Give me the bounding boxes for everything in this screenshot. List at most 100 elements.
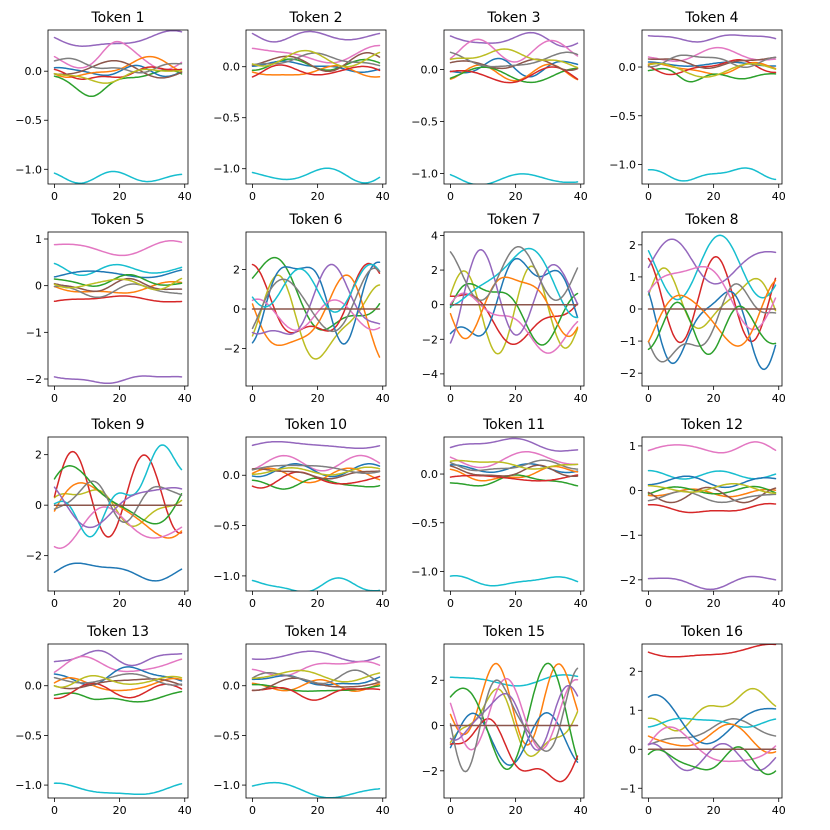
y-tick-label: −0.5 [15,729,42,742]
x-tick-label: 40 [772,597,786,610]
y-tick-label: 0 [233,303,240,316]
panel-title: Token 11 [482,417,545,433]
y-tick-label: −1.0 [15,779,42,792]
series-line-s6 [449,292,579,354]
series-line-s6 [647,265,777,331]
series-line-s4 [251,650,381,663]
x-tick-label: 20 [113,597,127,610]
series-line-s1 [647,279,777,347]
series-line-s8 [251,669,381,683]
y-tick-label: −1 [620,782,636,795]
x-tick-label: 40 [574,392,588,405]
axes-frame [443,643,585,799]
y-tick-label: 0.0 [223,680,241,693]
series-line-s2 [53,690,183,703]
series-line-s7 [53,283,183,299]
x-tick-label: 0 [51,392,58,405]
x-tick-label: 40 [376,190,390,203]
x-tick-label: 0 [645,597,652,610]
panel-1: Token 1 0 20 40 0.0 −0.5 −1.0 [15,10,191,203]
series-line-s1 [53,677,183,692]
y-tick-label: −2 [620,367,636,380]
x-tick-label: 20 [509,190,523,203]
series-line-s4 [251,263,381,335]
series-line-s1 [251,64,381,78]
series-line-s6 [251,298,381,332]
series-line-s4 [647,575,777,591]
x-tick-label: 40 [574,597,588,610]
y-tick-label: 2 [431,674,438,687]
panel-title: Token 5 [90,212,144,228]
series-line-s8 [53,277,183,291]
series-line-s7 [449,667,579,773]
x-tick-label: 0 [645,190,652,203]
axes-frame [245,29,387,185]
series-line-s6 [647,441,777,454]
series-line-s9 [647,234,777,301]
series-line-s0 [647,694,777,745]
y-tick-label: −1 [26,326,42,339]
series-line-s2 [53,273,183,287]
series-line-s0 [251,674,381,686]
x-tick-label: 20 [509,597,523,610]
y-tick-label: −0.5 [213,520,240,533]
panel-title: Token 15 [482,624,545,640]
series-line-s4 [53,649,183,667]
x-tick-label: 40 [376,392,390,405]
series-line-s2 [449,282,579,346]
x-tick-label: 0 [447,804,454,817]
y-tick-label: −0.5 [213,112,240,125]
panel-14: Token 14 0 20 40 0.0 −0.5 −1.0 [213,624,389,817]
series-line-s4 [251,30,381,43]
panel-title: Token 7 [486,212,540,228]
series-line-s3 [647,502,777,514]
x-tick-label: 20 [311,597,325,610]
series-line-s4 [53,30,183,47]
panel-5: Token 5 0 20 40 1 0 −1 −2 [26,212,192,405]
x-tick-label: 40 [574,190,588,203]
x-tick-label: 20 [311,190,325,203]
y-tick-label: 2 [35,449,42,462]
y-tick-label: 0.0 [223,469,241,482]
y-tick-label: 0 [431,299,438,312]
y-tick-label: −0.5 [15,114,42,127]
series-line-s6 [647,726,777,763]
axes-frame [47,231,189,387]
y-tick-label: −0.5 [411,116,438,129]
y-tick-label: −4 [422,368,438,381]
x-tick-label: 40 [772,190,786,203]
x-tick-label: 0 [51,804,58,817]
axes-frame [641,436,783,592]
x-tick-label: 0 [447,597,454,610]
series-line-s7 [449,245,579,302]
series-line-s6 [449,451,579,469]
series-line-s6 [251,44,381,64]
series-line-s6 [53,240,183,257]
series-line-s2 [647,67,777,83]
axes-frame [641,29,783,185]
series-line-s3 [647,256,777,344]
series-line-s9 [53,782,183,796]
series-line-s5 [53,678,183,690]
x-tick-label: 20 [509,804,523,817]
series-line-s0 [53,269,183,279]
y-tick-label: −0.5 [411,517,438,530]
series-line-s8 [449,459,579,470]
y-tick-label: 0.0 [25,680,43,693]
y-tick-label: −1.0 [213,163,240,176]
series-line-s5 [53,59,183,79]
series-line-s4 [251,440,381,450]
y-tick-label: −2 [422,333,438,346]
series-line-s8 [53,68,183,84]
series-line-s9 [647,469,777,480]
y-tick-label: 1 [629,440,636,453]
series-line-s5 [449,464,579,478]
series-line-s1 [251,467,381,484]
panel-title: Token 4 [684,10,738,26]
series-line-s4 [53,486,183,529]
series-line-s5 [251,52,381,73]
series-line-s7 [647,283,777,363]
axes-frame [443,29,585,185]
panel-title: Token 1 [90,10,144,26]
